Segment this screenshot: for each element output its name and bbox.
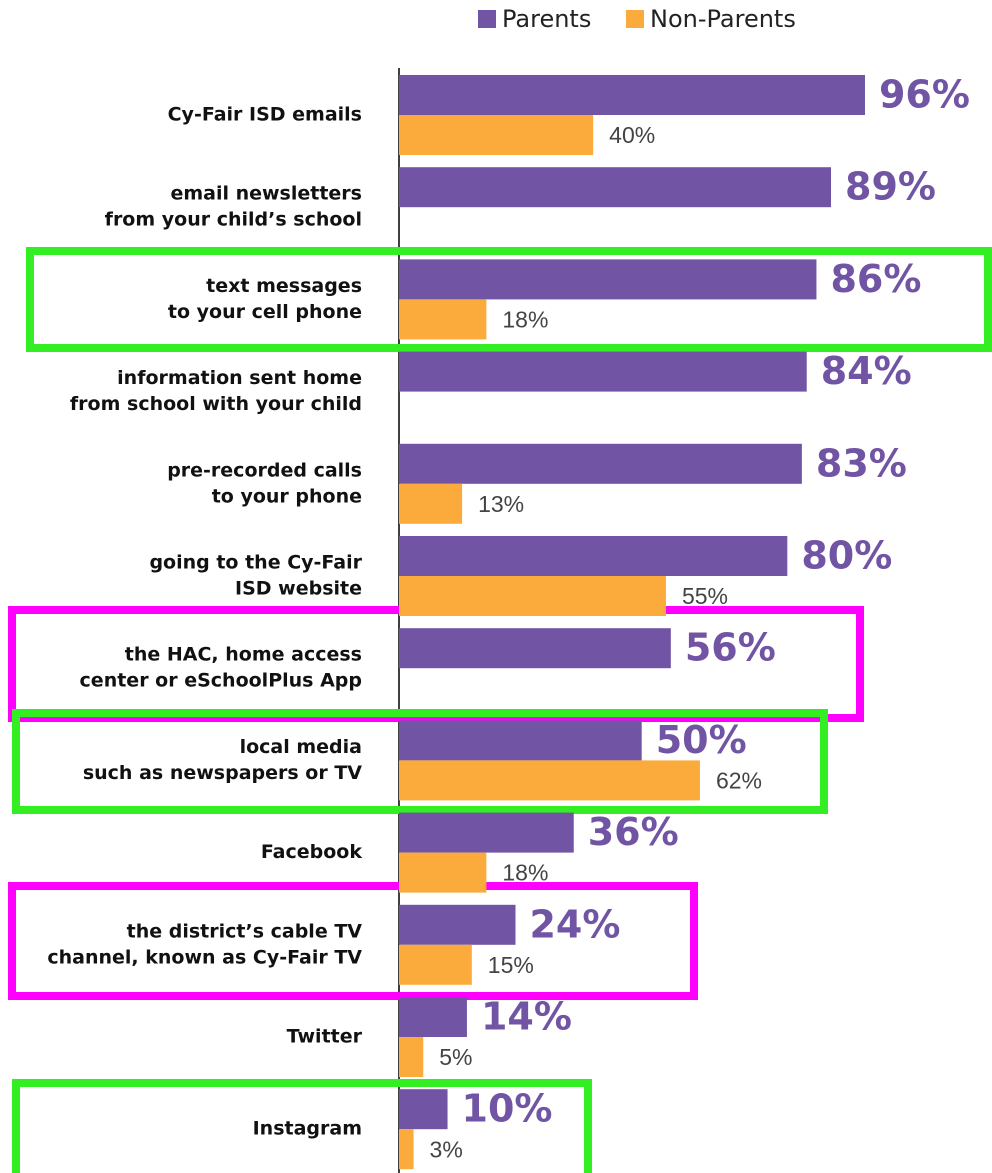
legend-swatch [478,10,496,28]
highlight-box [26,247,992,352]
value-label: 36% [588,810,679,854]
value-label: 14% [481,995,572,1039]
category-label: ISD website [235,578,362,600]
value-label: 89% [845,165,936,209]
category-label: such as newspapers or TV [83,762,362,784]
bar [399,75,865,115]
highlight-box [12,709,828,814]
category-label: from school with your child [70,393,362,415]
value-label: 5% [439,1044,472,1070]
bar [399,576,666,616]
value-label: 3% [430,1136,463,1162]
bar [399,483,463,524]
highlight-box [12,1079,592,1173]
category-label: center or eSchoolPlus App [80,670,362,692]
highlight-box [8,882,698,1000]
value-label: 56% [685,626,776,670]
category-label: pre-recorded calls [167,459,362,481]
category-label: channel, known as Cy-Fair TV [47,946,362,968]
bar [399,760,700,801]
bar [399,115,594,155]
value-label: 15% [488,952,534,978]
value-label: 40% [609,122,655,148]
value-label: 86% [830,257,921,301]
legend-label: Parents [502,5,591,33]
bar [399,628,671,669]
category-label: local media [240,736,362,758]
value-label: 83% [816,441,907,485]
category-label: Cy-Fair ISD emails [168,104,362,126]
legend-label: Non-Parents [650,5,796,33]
category-label: to your phone [212,485,362,507]
category-label: from your child’s school [105,209,362,231]
bar [399,997,467,1037]
bar [399,720,642,761]
value-label: 13% [478,491,524,517]
bar [399,259,817,300]
bar [399,443,802,484]
value-label: 62% [716,767,762,793]
bar [399,299,487,340]
bar [399,904,516,945]
bar [399,351,807,392]
category-label: text messages [206,275,362,297]
value-label: 96% [879,73,970,117]
value-label: 84% [821,349,912,393]
legend-swatch [626,10,644,28]
value-label: 50% [656,718,747,762]
bar [399,852,487,893]
category-label: Twitter [287,1026,363,1048]
bar [399,1037,424,1077]
value-label: 18% [502,306,548,332]
category-label: information sent home [117,367,362,389]
bar [399,1089,448,1130]
value-label: 24% [529,902,620,946]
value-label: 80% [801,534,892,578]
value-label: 55% [682,583,728,609]
bar [399,944,472,985]
bar [399,536,788,576]
category-label: Instagram [253,1118,362,1140]
bar [399,167,832,208]
bar [399,812,574,853]
value-label: 10% [462,1087,553,1131]
category-label: Facebook [261,841,363,863]
category-label: the HAC, home access [125,644,362,666]
bar [399,1129,414,1170]
value-label: 18% [502,860,548,886]
category-label: to your cell phone [168,301,362,323]
category-label: going to the Cy-Fair [149,552,362,574]
category-label: the district’s cable TV [127,920,363,942]
category-label: email newsletters [170,183,362,205]
